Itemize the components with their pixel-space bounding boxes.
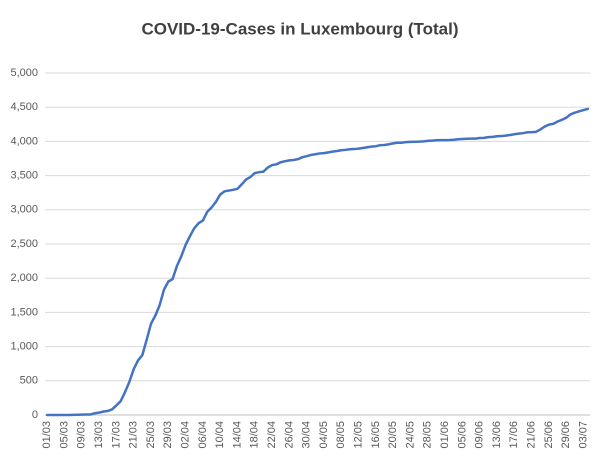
x-tick-label: 01/06	[439, 421, 451, 449]
x-tick-label: 13/06	[491, 421, 503, 449]
x-tick-label: 29/03	[162, 421, 174, 449]
x-tick-label: 05/03	[58, 421, 70, 449]
x-tick-label: 21/03	[128, 421, 140, 449]
x-tick-label: 22/04	[266, 421, 278, 449]
x-tick-label: 01/03	[41, 421, 53, 449]
data-line	[45, 107, 590, 417]
x-tick-label: 16/05	[370, 421, 382, 449]
x-tick-label: 17/03	[110, 421, 122, 449]
x-tick-label: 28/05	[422, 421, 434, 449]
x-tick-label: 13/03	[93, 421, 105, 449]
y-tick-label: 3,500	[10, 170, 38, 182]
x-tick-label: 03/07	[577, 421, 589, 449]
x-tick-label: 02/04	[179, 421, 191, 449]
x-tick-label: 17/06	[508, 421, 520, 449]
y-tick-label: 4,000	[10, 135, 38, 147]
x-tick-label: 20/05	[387, 421, 399, 449]
x-tick-label: 05/06	[456, 421, 468, 449]
y-tick-label: 4,500	[10, 101, 38, 113]
x-tick-label: 06/04	[197, 421, 209, 449]
x-tick-label: 29/06	[560, 421, 572, 449]
x-tick-label: 18/04	[249, 421, 261, 449]
x-tick-label: 10/04	[214, 421, 226, 449]
x-tick-label: 26/04	[283, 421, 295, 449]
y-tick-label: 1,000	[10, 341, 38, 353]
y-tick-label: 1,500	[10, 306, 38, 318]
x-tick-label: 09/03	[76, 421, 88, 449]
x-tick-label: 12/05	[352, 421, 364, 449]
x-tick-label: 08/05	[335, 421, 347, 449]
y-tick-label: 0	[32, 409, 38, 421]
x-tick-label: 24/05	[404, 421, 416, 449]
x-tick-label: 25/06	[543, 421, 555, 449]
x-tick-label: 09/06	[474, 421, 486, 449]
chart-title: COVID-19-Cases in Luxembourg (Total)	[141, 19, 458, 38]
x-tick-label: 21/06	[526, 421, 538, 449]
y-tick-label: 2,000	[10, 272, 38, 284]
y-tick-label: 500	[20, 375, 38, 387]
y-tick-label: 5,000	[10, 67, 38, 79]
x-tick-label: 30/04	[301, 421, 313, 449]
y-tick-label: 3,000	[10, 204, 38, 216]
y-tick-label: 2,500	[10, 238, 38, 250]
x-tick-label: 25/03	[145, 421, 157, 449]
x-tick-label: 14/04	[231, 421, 243, 449]
x-tick-label: 04/05	[318, 421, 330, 449]
